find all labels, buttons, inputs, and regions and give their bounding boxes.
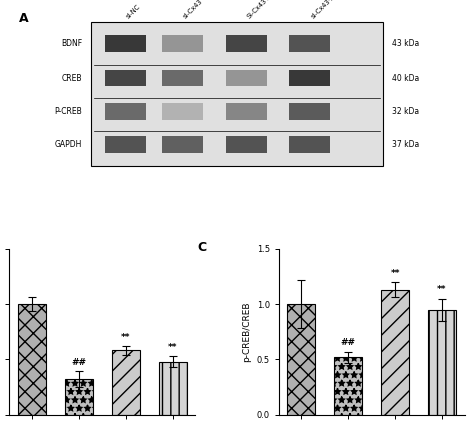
Bar xyxy=(162,103,203,120)
Bar xyxy=(381,290,409,415)
Text: C: C xyxy=(197,241,206,253)
Text: **: ** xyxy=(391,269,400,277)
Text: 40 kDa: 40 kDa xyxy=(392,74,419,82)
Bar xyxy=(112,350,140,415)
Bar xyxy=(226,35,266,52)
Bar xyxy=(289,70,330,86)
Bar xyxy=(162,35,203,52)
Text: A: A xyxy=(18,12,28,25)
Text: P-CREB: P-CREB xyxy=(55,107,82,116)
Text: si-Cx43: si-Cx43 xyxy=(182,0,204,20)
Bar xyxy=(287,304,315,415)
Bar xyxy=(162,136,203,153)
Text: 37 kDa: 37 kDa xyxy=(392,140,419,149)
Bar xyxy=(428,310,456,415)
Bar xyxy=(105,136,146,153)
Text: BDNF: BDNF xyxy=(61,39,82,48)
Text: **: ** xyxy=(168,343,177,352)
Bar xyxy=(226,70,266,86)
Bar xyxy=(105,35,146,52)
Text: Si-Cx43+MA-H: Si-Cx43+MA-H xyxy=(246,0,284,20)
Bar xyxy=(289,136,330,153)
Text: ##: ## xyxy=(341,338,356,347)
Bar xyxy=(105,103,146,120)
Bar xyxy=(65,379,93,415)
Text: 43 kDa: 43 kDa xyxy=(392,39,419,48)
Text: GAPDH: GAPDH xyxy=(55,140,82,149)
Bar xyxy=(18,304,46,415)
Y-axis label: p-CREB/CREB: p-CREB/CREB xyxy=(242,302,251,362)
Bar xyxy=(226,136,266,153)
Text: **: ** xyxy=(121,332,130,342)
Bar xyxy=(159,362,187,415)
Text: si-Cx43+MA-L: si-Cx43+MA-L xyxy=(310,0,346,20)
Text: CREB: CREB xyxy=(62,74,82,82)
Bar xyxy=(289,35,330,52)
Text: ##: ## xyxy=(72,358,86,367)
Bar xyxy=(105,70,146,86)
Text: 32 kDa: 32 kDa xyxy=(392,107,419,116)
Bar xyxy=(289,103,330,120)
Bar xyxy=(334,357,362,415)
Text: **: ** xyxy=(437,285,447,294)
Bar xyxy=(226,103,266,120)
Bar xyxy=(91,22,383,166)
Bar xyxy=(162,70,203,86)
Text: si-NC: si-NC xyxy=(126,4,142,20)
